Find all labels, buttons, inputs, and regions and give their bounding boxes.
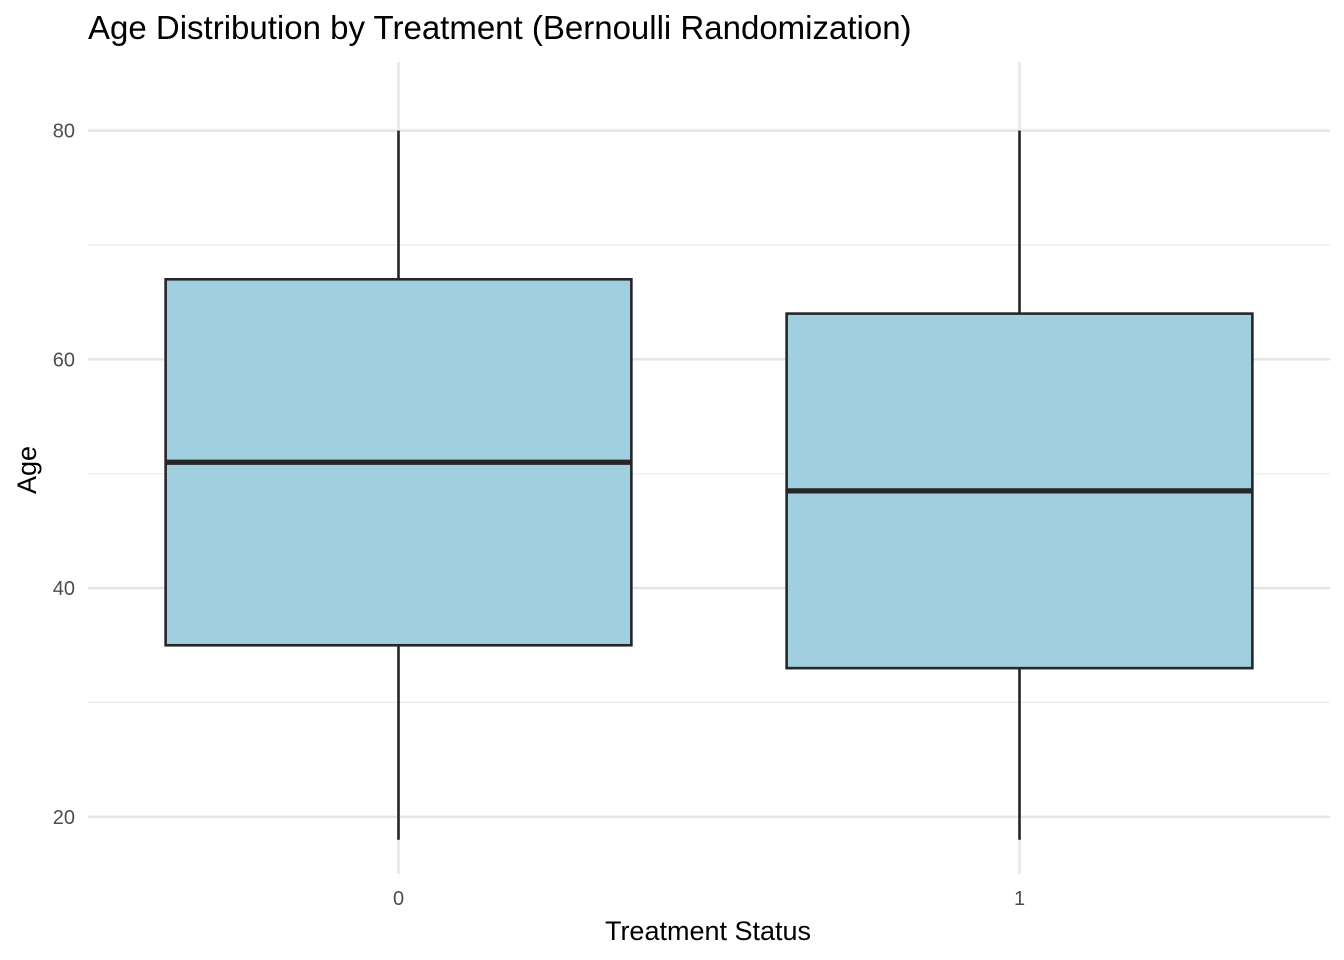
tick-labels: 20 40 60 80 0 1 [53,121,1025,910]
chart-title: Age Distribution by Treatment (Bernoulli… [88,9,912,46]
x-axis-title: Treatment Status [605,916,811,946]
box-category-0 [164,130,633,840]
box-category-1 [785,130,1254,840]
boxes [164,130,1254,840]
y-tick-label: 40 [53,578,75,600]
x-tick-label: 1 [1014,888,1025,910]
x-tick-label: 0 [393,888,404,910]
y-axis-title: Age [12,446,42,494]
y-tick-label: 20 [53,807,75,829]
y-tick-label: 80 [53,121,75,143]
y-tick-label: 60 [53,349,75,371]
